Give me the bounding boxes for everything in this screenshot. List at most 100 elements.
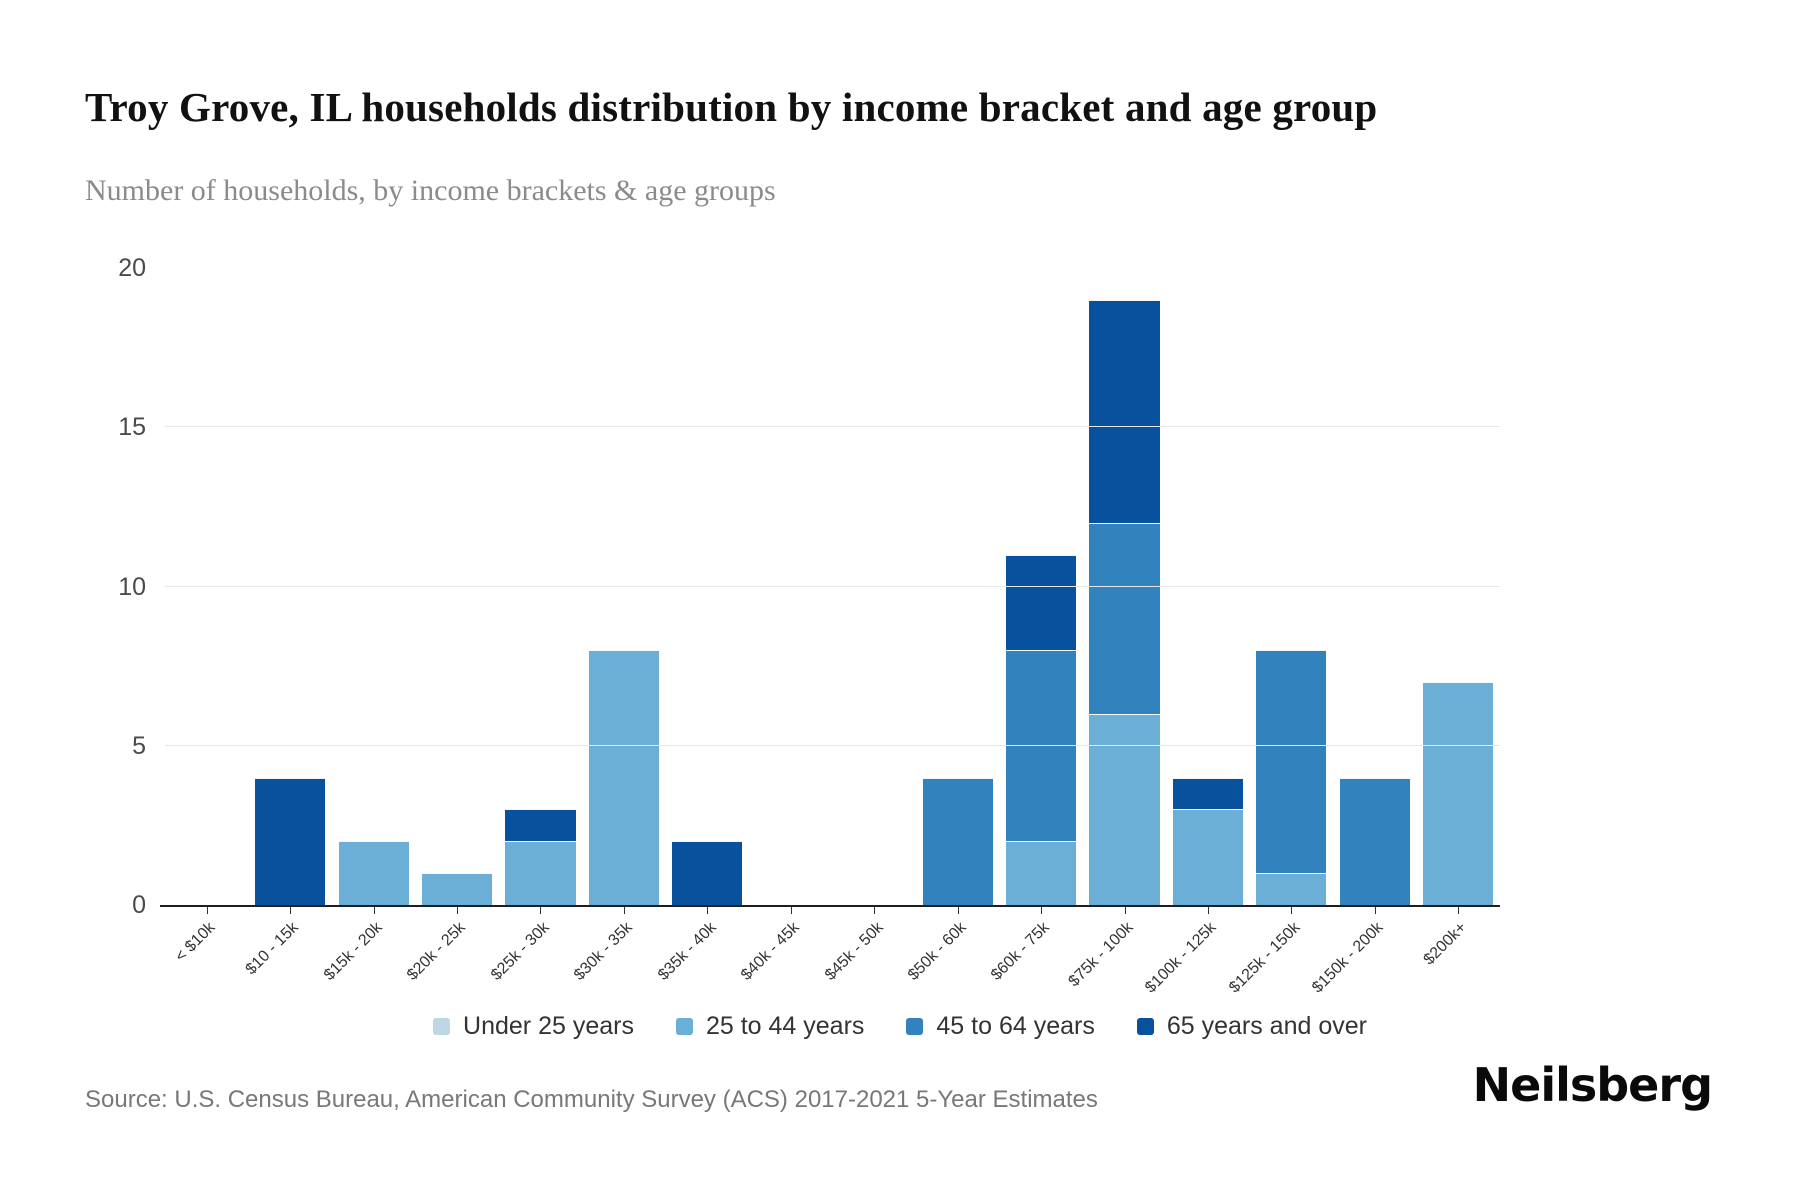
x-axis-tick bbox=[457, 907, 459, 914]
stacked-bar bbox=[255, 777, 326, 905]
x-axis-tick bbox=[373, 907, 375, 914]
x-axis-label: $25k - 30k bbox=[487, 919, 553, 984]
category-slot: $60k - 75k bbox=[988, 268, 1082, 984]
legend-swatch bbox=[1136, 1018, 1154, 1035]
category-slot: $25k - 30k bbox=[488, 268, 582, 984]
stacked-bar bbox=[338, 841, 409, 905]
x-axis-label: $20k - 25k bbox=[404, 919, 470, 984]
x-axis-tick bbox=[707, 907, 709, 914]
chart-subtitle: Number of households, by income brackets… bbox=[85, 174, 776, 207]
bar-segment[interactable] bbox=[1172, 777, 1243, 810]
legend-item[interactable]: Under 25 years bbox=[433, 1012, 634, 1041]
category-slot: $100k - 125k bbox=[1143, 268, 1249, 996]
x-axis-label: < $10k bbox=[172, 919, 219, 966]
legend: Under 25 years 25 to 44 years 45 to 64 yea… bbox=[0, 1012, 1800, 1041]
category-slot: < $10k bbox=[165, 268, 248, 965]
x-axis-tick bbox=[1374, 907, 1376, 914]
bar-segment[interactable] bbox=[505, 841, 576, 905]
x-axis-label: $10 - 15k bbox=[242, 919, 303, 979]
x-axis-label: $50k - 60k bbox=[904, 919, 970, 984]
bar-segment[interactable] bbox=[421, 873, 493, 905]
y-axis-label-15: 15 bbox=[118, 413, 146, 442]
stacked-bar bbox=[421, 873, 493, 905]
stacked-bar bbox=[1006, 554, 1077, 905]
x-axis-label: $40k - 45k bbox=[737, 919, 803, 984]
x-axis-tick bbox=[957, 907, 959, 914]
legend-item[interactable]: 45 to 64 years bbox=[906, 1012, 1095, 1041]
legend-label: Under 25 years bbox=[463, 1012, 634, 1040]
bar-segment[interactable] bbox=[1256, 650, 1327, 874]
x-axis-tick bbox=[1291, 907, 1293, 914]
bar-segment[interactable] bbox=[1006, 554, 1077, 651]
y-axis-label-10: 10 bbox=[118, 572, 146, 601]
category-slot: $30k - 35k bbox=[571, 268, 665, 984]
stacked-bar bbox=[588, 650, 659, 905]
category-slot: $150k - 200k bbox=[1309, 268, 1416, 996]
x-axis-label: $200k+ bbox=[1420, 919, 1471, 969]
bar-segment[interactable] bbox=[1423, 682, 1494, 905]
gridline-10 bbox=[165, 585, 1500, 587]
x-axis-label: $35k - 40k bbox=[654, 919, 720, 984]
x-axis-line bbox=[160, 905, 1500, 907]
neilsberg-logo[interactable]: Neilsberg bbox=[1472, 1058, 1713, 1112]
x-axis-tick bbox=[290, 907, 292, 914]
bar-segment[interactable] bbox=[588, 650, 659, 905]
stacked-bar bbox=[922, 777, 993, 905]
bar-segment[interactable] bbox=[1089, 713, 1160, 905]
legend-label: 65 years and over bbox=[1166, 1012, 1367, 1040]
bar-segment[interactable] bbox=[338, 841, 409, 905]
bar-segment[interactable] bbox=[505, 809, 576, 842]
category-slot: $35k - 40k bbox=[655, 268, 749, 984]
y-axis-label-20: 20 bbox=[118, 254, 146, 282]
y-axis-label-0: 0 bbox=[132, 891, 146, 919]
bar-segment[interactable] bbox=[1006, 841, 1077, 905]
legend-item[interactable]: 25 to 44 years bbox=[675, 1012, 865, 1041]
legend-item[interactable]: 65 years and over bbox=[1136, 1012, 1367, 1041]
x-axis-label: $30k - 35k bbox=[571, 919, 636, 984]
bar-segment[interactable] bbox=[1089, 299, 1160, 523]
x-axis-label: $60k - 75k bbox=[988, 919, 1054, 984]
y-axis-label-5: 5 bbox=[132, 731, 146, 760]
legend-swatch bbox=[675, 1018, 693, 1035]
stacked-bar bbox=[1089, 299, 1160, 905]
x-axis-tick bbox=[874, 907, 876, 914]
x-axis-tick bbox=[790, 907, 792, 914]
bar-segment[interactable] bbox=[1256, 873, 1327, 905]
x-axis-tick bbox=[623, 907, 625, 914]
legend-swatch bbox=[433, 1018, 451, 1035]
category-slot: $75k - 100k bbox=[1065, 268, 1166, 990]
stacked-bar bbox=[1256, 650, 1327, 905]
bar-segment[interactable] bbox=[255, 777, 326, 905]
plot-area: < $10k $10 - 15k $15k - 20k $20k - 25k $25k … bbox=[165, 268, 1500, 996]
bar-segment[interactable] bbox=[922, 777, 993, 905]
bar-segment[interactable] bbox=[1172, 809, 1243, 905]
x-axis-label: $100k - 125k bbox=[1142, 919, 1220, 997]
category-slot: $10 - 15k bbox=[243, 268, 331, 978]
x-axis-tick bbox=[540, 907, 542, 914]
category-slot: $125k - 150k bbox=[1226, 268, 1333, 996]
bars-container: < $10k $10 - 15k $15k - 20k $20k - 25k $25k … bbox=[165, 268, 1500, 996]
x-axis-tick bbox=[206, 907, 208, 914]
x-axis-tick bbox=[1124, 907, 1126, 914]
stacked-bar bbox=[1423, 682, 1494, 905]
bar-segment[interactable] bbox=[1339, 777, 1410, 905]
x-axis-tick bbox=[1041, 907, 1043, 914]
bar-segment[interactable] bbox=[672, 841, 743, 905]
stacked-bar bbox=[672, 841, 743, 905]
chart-title: Troy Grove, IL households distribution b… bbox=[85, 84, 1378, 131]
category-slot: $40k - 45k bbox=[738, 268, 832, 984]
stacked-bar bbox=[505, 809, 576, 905]
bar-segment[interactable] bbox=[1089, 522, 1160, 714]
stacked-bar bbox=[1172, 777, 1243, 905]
x-axis-label: $15k - 20k bbox=[320, 919, 386, 984]
x-axis-label: $75k - 100k bbox=[1065, 919, 1137, 991]
legend-label: 25 to 44 years bbox=[705, 1012, 865, 1040]
category-slot: $15k - 20k bbox=[321, 268, 415, 984]
x-axis-tick bbox=[1207, 907, 1209, 914]
x-axis-label: $45k - 50k bbox=[821, 919, 887, 984]
bar-segment[interactable] bbox=[1006, 650, 1077, 842]
category-slot: $20k - 25k bbox=[404, 268, 498, 984]
source-note: Source: U.S. Census Bureau, American Com… bbox=[85, 1086, 1098, 1113]
stacked-bar bbox=[1339, 777, 1410, 905]
